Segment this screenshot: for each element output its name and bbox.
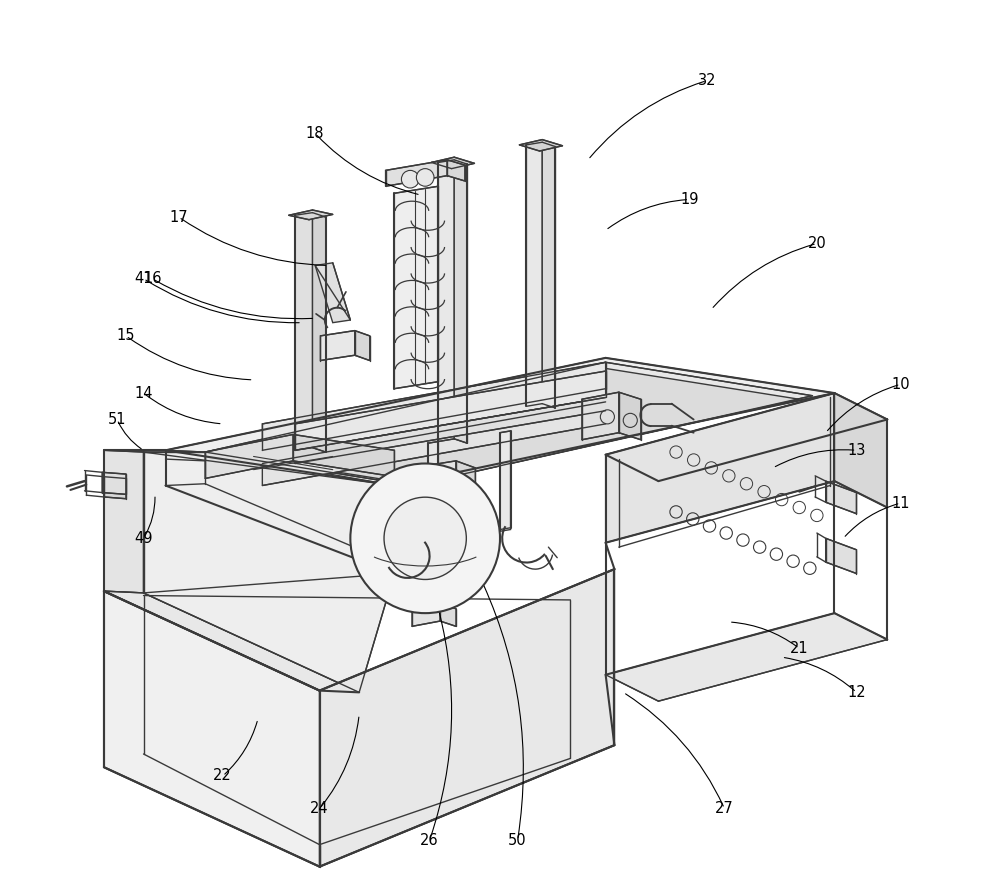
Polygon shape bbox=[205, 362, 812, 486]
Polygon shape bbox=[293, 434, 394, 477]
Polygon shape bbox=[315, 263, 350, 322]
Polygon shape bbox=[295, 397, 606, 464]
Polygon shape bbox=[144, 452, 394, 692]
Polygon shape bbox=[104, 591, 359, 692]
Polygon shape bbox=[166, 450, 205, 461]
Text: 18: 18 bbox=[306, 126, 324, 141]
Text: 20: 20 bbox=[808, 236, 826, 251]
Polygon shape bbox=[104, 591, 320, 866]
Text: 19: 19 bbox=[680, 192, 698, 207]
Text: 24: 24 bbox=[310, 801, 329, 816]
Polygon shape bbox=[826, 481, 856, 514]
Text: 11: 11 bbox=[891, 495, 910, 510]
Polygon shape bbox=[295, 371, 606, 450]
Text: 27: 27 bbox=[715, 801, 734, 816]
Polygon shape bbox=[320, 330, 355, 360]
Circle shape bbox=[401, 170, 419, 188]
Polygon shape bbox=[313, 213, 326, 452]
Text: 17: 17 bbox=[169, 209, 188, 224]
Polygon shape bbox=[447, 160, 465, 181]
Text: 41: 41 bbox=[134, 271, 153, 286]
Polygon shape bbox=[289, 210, 333, 220]
Polygon shape bbox=[606, 613, 887, 701]
Text: 49: 49 bbox=[134, 531, 153, 546]
Circle shape bbox=[350, 464, 500, 613]
Polygon shape bbox=[582, 392, 619, 440]
Polygon shape bbox=[355, 330, 370, 360]
Text: 13: 13 bbox=[847, 442, 866, 457]
Polygon shape bbox=[166, 358, 834, 486]
Text: 21: 21 bbox=[790, 641, 809, 656]
Polygon shape bbox=[320, 570, 614, 866]
Polygon shape bbox=[826, 539, 856, 574]
Polygon shape bbox=[104, 477, 126, 499]
Polygon shape bbox=[606, 393, 887, 481]
Circle shape bbox=[384, 497, 466, 579]
Polygon shape bbox=[440, 603, 456, 626]
Polygon shape bbox=[526, 142, 542, 406]
Polygon shape bbox=[454, 160, 467, 443]
Polygon shape bbox=[456, 461, 475, 497]
Text: 10: 10 bbox=[891, 377, 910, 392]
Polygon shape bbox=[166, 450, 394, 574]
Text: 14: 14 bbox=[134, 386, 153, 401]
Text: 51: 51 bbox=[108, 412, 126, 427]
Polygon shape bbox=[542, 142, 555, 408]
Text: 50: 50 bbox=[508, 833, 527, 848]
Polygon shape bbox=[834, 393, 887, 508]
Polygon shape bbox=[500, 431, 511, 532]
Text: 32: 32 bbox=[698, 73, 716, 88]
Polygon shape bbox=[262, 402, 606, 486]
Circle shape bbox=[416, 169, 434, 186]
Polygon shape bbox=[431, 157, 474, 169]
Polygon shape bbox=[262, 362, 606, 450]
Polygon shape bbox=[386, 160, 447, 186]
Polygon shape bbox=[205, 434, 293, 479]
Polygon shape bbox=[102, 472, 126, 494]
Polygon shape bbox=[619, 392, 641, 440]
Polygon shape bbox=[394, 186, 438, 389]
Polygon shape bbox=[295, 213, 313, 450]
Polygon shape bbox=[606, 393, 834, 543]
Text: 22: 22 bbox=[213, 768, 232, 783]
Polygon shape bbox=[412, 603, 440, 626]
Text: 16: 16 bbox=[143, 271, 162, 286]
Polygon shape bbox=[438, 160, 454, 442]
Polygon shape bbox=[412, 461, 456, 497]
Polygon shape bbox=[104, 450, 205, 452]
Text: 26: 26 bbox=[420, 833, 439, 848]
Text: 15: 15 bbox=[117, 328, 135, 343]
Polygon shape bbox=[223, 368, 799, 485]
Text: 12: 12 bbox=[847, 685, 866, 700]
Polygon shape bbox=[428, 442, 438, 536]
Polygon shape bbox=[519, 140, 562, 151]
Polygon shape bbox=[104, 450, 144, 592]
